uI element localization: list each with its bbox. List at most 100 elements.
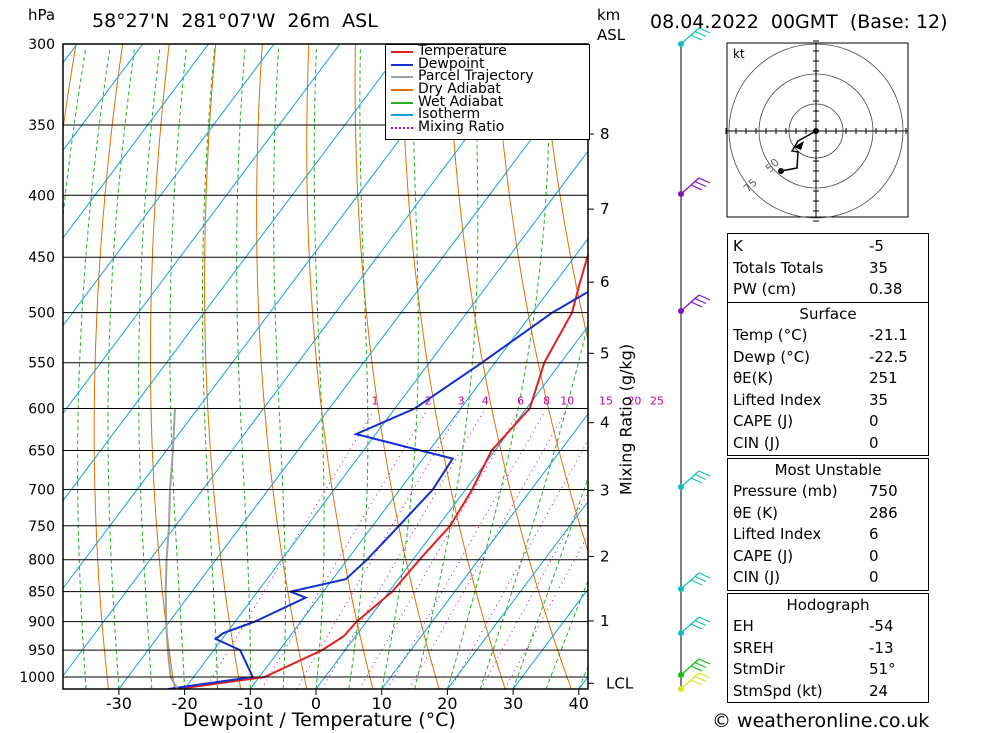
wet-adiabat-line [545, 579, 588, 689]
km-label: km [597, 6, 621, 24]
mixing-ratio-line [386, 410, 546, 689]
mixing-ratio-label: 8 [543, 394, 550, 407]
legend-swatch [391, 127, 413, 130]
hpa-label: hPa [28, 6, 56, 24]
surface-label: Lifted Index [733, 390, 822, 409]
legend-item: Mixing Ratio [386, 119, 589, 136]
most-unstable-value: 6 [869, 525, 879, 544]
wind-barb-shaft [680, 572, 700, 590]
hodograph-label: SREH [733, 638, 774, 657]
surface-label: Temp (°C) [733, 326, 808, 344]
surface-row: CAPE (J) 0 [728, 411, 928, 433]
isotherm-line [184, 150, 588, 689]
index-row: PW (cm) 0.38 [728, 279, 928, 301]
index-value: 35 [869, 258, 889, 277]
legend-item: Wet Adiabat [386, 93, 589, 110]
wind-barb-feather [694, 675, 707, 683]
pressure-tick-label: 900 [28, 615, 55, 631]
hodograph-value: -54 [869, 617, 894, 635]
wind-barb-feather [698, 658, 711, 665]
wind-barb-feather [698, 27, 711, 34]
hodograph-value: 51° [869, 660, 896, 679]
most-unstable-row: θE (K) 286 [728, 503, 928, 525]
legend-label: Wet Adiabat [418, 93, 504, 110]
mixing-ratio-label: 20 [627, 394, 641, 407]
wind-barb-feather [698, 616, 711, 623]
asl-label: ASL [597, 26, 626, 44]
surface-row: Lifted Index 35 [728, 390, 928, 412]
hodograph-label: StmDir [733, 660, 785, 679]
km-tick-label: 7 [600, 200, 610, 218]
surface-label: CIN (J) [733, 433, 781, 452]
series-dewpoint-line [168, 290, 588, 689]
mixing-ratio-label: 1 [371, 394, 378, 407]
wet-adiabat-line [446, 49, 550, 689]
isotherm-line [63, 44, 538, 677]
km-tick-label: 8 [600, 125, 610, 143]
wind-barb-feather [694, 575, 707, 583]
mixing-ratio-label: 6 [517, 394, 524, 407]
pressure-tick-label: 750 [28, 519, 55, 535]
pressure-tick-label: 650 [28, 444, 55, 460]
most-unstable-label: CAPE (J) [733, 546, 794, 565]
legend-swatch [391, 63, 413, 66]
legend-label: Mixing Ratio [418, 119, 505, 136]
date-title: 08.04.2022 00GMT (Base: 12) [650, 11, 948, 33]
surface-value: -21.1 [869, 326, 908, 344]
legend-item: Dry Adiabat [386, 81, 589, 98]
dry-adiabat-line [204, 44, 242, 689]
pressure-tick-label: 400 [28, 188, 55, 204]
hodograph-label: EH [733, 617, 754, 635]
km-tick-label: 1 [600, 612, 610, 630]
dry-adiabat-line [401, 44, 506, 689]
isotherm-line [118, 62, 588, 689]
wind-barb-shaft [680, 27, 700, 45]
isotherm-line [63, 44, 209, 239]
wind-barb-icon [680, 616, 711, 634]
wind-barb-feather [690, 34, 703, 41]
isotherm-line [63, 44, 406, 502]
series-parcel-trajectory-line [164, 408, 179, 689]
wind-barb-feather [694, 180, 707, 188]
hodograph-value: 24 [869, 681, 889, 700]
legend-swatch [391, 101, 413, 104]
wind-barb-feather [694, 619, 707, 627]
legend-item: Parcel Trajectory [386, 70, 589, 83]
most-unstable-label: CIN (J) [733, 568, 781, 587]
most-unstable-table: Most Unstable Pressure (mb) 750 θE (K) 286 L… [727, 458, 929, 591]
most-unstable-label: Lifted Index [733, 525, 822, 544]
pressure-tick-label: 350 [28, 118, 55, 134]
index-label: K [733, 237, 743, 255]
isotherm-line [63, 44, 341, 414]
series-temperature-line [177, 253, 588, 689]
wind-barb-feather [690, 184, 703, 191]
lcl-label: LCL [606, 674, 634, 692]
pressure-tick-label: 450 [28, 250, 55, 266]
dry-adiabat-line [256, 44, 308, 689]
legend-label: Dry Adiabat [418, 81, 501, 98]
mixing-ratio-line [261, 410, 428, 689]
indices-table: K -5 Totals Totals 35 PW (cm) 0.38 [727, 233, 929, 303]
wind-barb-icon [680, 177, 711, 195]
legend-label: Isotherm [418, 106, 481, 123]
mixing-ratio-label: 3 [458, 394, 465, 407]
wind-barb-shaft [680, 177, 700, 195]
wind-barb-shaft [680, 294, 700, 312]
x-tick-label: 30 [503, 694, 523, 713]
surface-label: Dewp (°C) [733, 347, 811, 366]
hodograph-label: StmSpd (kt) [733, 681, 823, 700]
legend-swatch [391, 114, 413, 117]
index-value: 0.38 [869, 280, 903, 299]
legend-label: Temperature [418, 43, 507, 59]
most-unstable-value: 0 [869, 546, 879, 565]
wind-barb-feather [698, 177, 711, 184]
isotherm-line [249, 237, 588, 689]
index-value: -5 [869, 237, 884, 255]
wet-adiabat-line [169, 49, 187, 689]
pressure-tick-label: 300 [28, 37, 55, 53]
wet-adiabat-line [479, 321, 588, 689]
pressure-tick-label: 600 [28, 401, 55, 417]
wind-barb-feather [698, 470, 711, 477]
wind-barb-shaft [680, 658, 700, 676]
mixing-ratio-label: 25 [650, 394, 664, 407]
